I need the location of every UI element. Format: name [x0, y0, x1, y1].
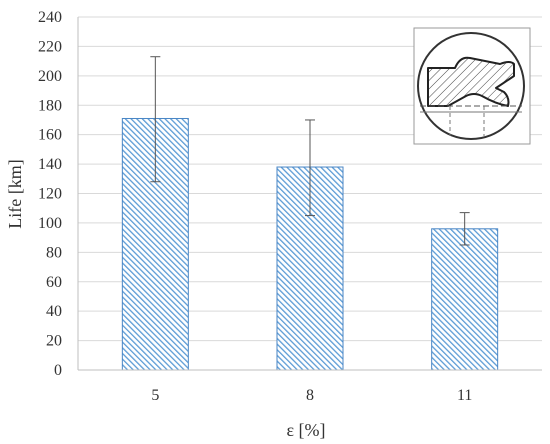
- x-tick-label: 8: [306, 387, 314, 404]
- y-tick-label: 100: [38, 215, 62, 232]
- bar: [431, 228, 499, 371]
- axes: [77, 17, 542, 371]
- y-tick-label: 240: [38, 9, 62, 26]
- error-bar: [305, 119, 315, 217]
- y-tick-label: 80: [46, 244, 62, 261]
- y-tick-label: 120: [38, 186, 62, 203]
- x-tick-label: 5: [151, 387, 159, 404]
- y-axis-title: Life [km]: [5, 159, 25, 228]
- y-tick-label: 60: [46, 274, 62, 291]
- error-bar: [459, 212, 470, 246]
- error-bars: [150, 56, 470, 246]
- bars: [121, 117, 499, 371]
- y-tick-label: 200: [38, 68, 62, 85]
- x-tick-labels: 5 8 11: [151, 387, 472, 404]
- x-axis-title: ε [%]: [286, 420, 325, 440]
- seal-cross-section-icon: [413, 27, 531, 145]
- error-bar: [150, 56, 161, 183]
- y-tick-label: 220: [38, 38, 62, 55]
- x-tick-label: 11: [457, 387, 472, 404]
- y-tick-label: 140: [38, 156, 62, 173]
- y-tick-label: 40: [46, 303, 62, 320]
- y-tick-label: 180: [38, 97, 62, 114]
- y-tick-label: 0: [54, 362, 62, 379]
- y-tick-labels: 0 20 40 60 80 100 120 140 160 180 200 220 240: [38, 9, 62, 379]
- y-tick-label: 20: [46, 333, 62, 350]
- y-tick-label: 160: [38, 127, 62, 144]
